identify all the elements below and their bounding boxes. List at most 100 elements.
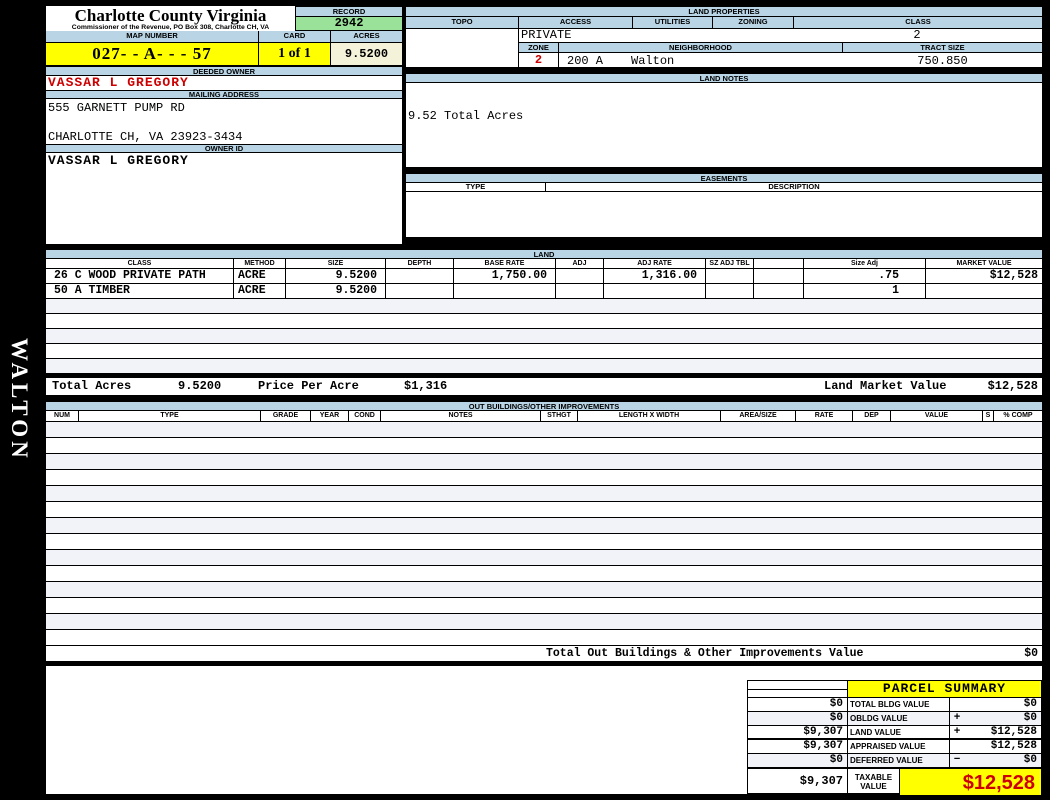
- out-buildings-total-value: $0: [1024, 647, 1038, 660]
- outb-col-sthgt: STHGT: [541, 411, 578, 421]
- parcel-summary-title: PARCEL SUMMARY: [848, 681, 1041, 697]
- zone-neighborhood-values: 2 200 A Walton 750.850: [519, 53, 1042, 68]
- empty-row: [46, 550, 1042, 566]
- empty-row: [46, 582, 1042, 598]
- land-r1-adj: [556, 269, 604, 283]
- access-value: PRIVATE: [521, 28, 572, 42]
- neighborhood-name: Walton: [631, 53, 675, 68]
- county-title: Charlotte County Virginia: [74, 6, 267, 25]
- total-acres-label: Total Acres: [52, 379, 132, 393]
- land-table-title: LAND: [46, 249, 1042, 259]
- easement-type-label: TYPE: [406, 183, 546, 191]
- mailing-address: 555 GARNETT PUMP RD CHARLOTTE CH, VA 239…: [46, 99, 402, 144]
- outb-col-area-size: AREA/SIZE: [721, 411, 796, 421]
- empty-row: [46, 614, 1042, 630]
- outb-col-length-width: LENGTH X WIDTH: [578, 411, 721, 421]
- easements-panel: EASEMENTS TYPE DESCRIPTION: [405, 172, 1043, 238]
- out-buildings-total-row: Total Out Buildings & Other Improvements…: [45, 645, 1043, 662]
- land-value-row: $9,307 LAND VALUE + $12,528: [748, 726, 1041, 740]
- tract-size-label: TRACT SIZE: [920, 43, 965, 52]
- land-col-sz-adj-tbl: SZ ADJ TBL: [706, 259, 754, 268]
- empty-row: [46, 470, 1042, 486]
- land-properties-panel: LAND PROPERTIES TOPO ACCESS UTILITIES ZO…: [405, 5, 1043, 68]
- land-r2-depth: [386, 284, 454, 298]
- obldg-op: +: [953, 712, 961, 724]
- appraised-prior: $9,307: [748, 740, 848, 753]
- land-properties-headers: TOPO ACCESS UTILITIES ZONING CLASS: [406, 17, 1042, 29]
- parcel-summary-header: PARCEL SUMMARY: [748, 681, 1041, 698]
- land-r1-market-value: $12,528: [989, 269, 1038, 282]
- class-value: 2: [913, 28, 921, 42]
- record-box: RECORD 2942: [296, 6, 402, 31]
- card-label: CARD: [259, 31, 331, 42]
- title-record-row: Charlotte County Virginia Commissioner o…: [46, 6, 402, 31]
- outb-col-year: YEAR: [311, 411, 349, 421]
- total-bldg-prior: $0: [748, 698, 848, 711]
- land-column-headers: CLASS METHOD SIZE DEPTH BASE RATE ADJ AD…: [46, 259, 1042, 269]
- owner-and-id-panel: Charlotte County Virginia Commissioner o…: [45, 5, 403, 245]
- bottom-panel: PARCEL SUMMARY $0 TOTAL BLDG VALUE $0 $0…: [45, 665, 1043, 795]
- address-line-1: 555 GARNETT PUMP RD: [48, 101, 185, 115]
- utilities-label: UTILITIES: [633, 17, 713, 28]
- obldg-value-row: $0 OBLDG VALUE + $0: [748, 712, 1041, 726]
- land-r2-sz-adj-tbl: [706, 284, 754, 298]
- empty-row: [46, 486, 1042, 502]
- owner-id-value: VASSAR L GREGORY: [48, 153, 189, 168]
- record-label: RECORD: [296, 6, 402, 17]
- easement-description-label: DESCRIPTION: [768, 182, 820, 191]
- obldg-value: $0: [1023, 712, 1037, 724]
- price-per-acre-label: Price Per Acre: [258, 379, 359, 393]
- land-col-blank: [754, 259, 804, 268]
- outb-col-cond: COND: [349, 411, 381, 421]
- land-r2-market-value: [926, 284, 1042, 298]
- land-notes-text: 9.52 Total Acres: [408, 109, 524, 123]
- out-buildings-title: OUT BUILDINGS/OTHER IMPROVEMENTS: [46, 401, 1042, 411]
- easements-title: EASEMENTS: [406, 173, 1042, 183]
- empty-row: [46, 314, 1042, 329]
- map-number-label: MAP NUMBER: [46, 31, 259, 42]
- total-bldg-op: [950, 698, 964, 711]
- zone-label: ZONE: [519, 43, 559, 52]
- total-acres-value: 9.5200: [178, 379, 222, 393]
- appraised-label: APPRAISED VALUE: [848, 740, 950, 753]
- taxable-label: TAXABLE VALUE: [848, 769, 900, 795]
- land-col-adj: ADJ: [556, 259, 604, 268]
- topo-value: [406, 29, 519, 68]
- land-properties-body: PRIVATE 2 ZONE NEIGHBORHOOD TRACT SIZE 2…: [406, 29, 1042, 68]
- land-value-op: +: [953, 726, 961, 738]
- land-r2-size-adj: 1: [804, 284, 926, 298]
- empty-row: [46, 299, 1042, 314]
- land-r1-depth: [386, 269, 454, 283]
- owner-id-label: OWNER ID: [46, 144, 402, 153]
- land-r2-base-rate: [454, 284, 556, 298]
- land-col-market-value: MARKET VALUE: [956, 260, 1012, 267]
- acres-value: 9.5200: [331, 43, 402, 65]
- neighborhood-vertical-label: WALTON: [7, 338, 32, 462]
- empty-row: [46, 454, 1042, 470]
- zoning-label: ZONING: [713, 17, 794, 28]
- total-bldg-label: TOTAL BLDG VALUE: [848, 698, 950, 711]
- empty-row: [46, 630, 1042, 646]
- out-buildings-empty-rows: [46, 422, 1042, 646]
- county-title-box: Charlotte County Virginia Commissioner o…: [46, 6, 296, 31]
- land-r2-size: 9.5200: [286, 284, 386, 298]
- empty-row: [46, 438, 1042, 454]
- zone-value: 2: [519, 53, 559, 68]
- parcel-summary: PARCEL SUMMARY $0 TOTAL BLDG VALUE $0 $0…: [747, 680, 1042, 795]
- neighborhood-code: 200 A: [567, 53, 604, 68]
- outb-col-value: VALUE: [891, 411, 983, 421]
- total-bldg-value: $0: [1023, 698, 1037, 710]
- land-empty-rows: [46, 299, 1042, 374]
- price-per-acre-value: $1,316: [404, 379, 448, 393]
- out-buildings-total-label: Total Out Buildings & Other Improvements…: [546, 647, 864, 660]
- neighborhood-value: 200 A Walton: [559, 54, 843, 68]
- land-row-1: 26 C WOOD PRIVATE PATH ACRE 9.5200 1,750…: [46, 269, 1042, 284]
- deferred-op: −: [953, 754, 961, 766]
- empty-row: [46, 344, 1042, 359]
- appraised-value-row: $9,307 APPRAISED VALUE $12,528: [748, 740, 1041, 754]
- land-r2-adj: [556, 284, 604, 298]
- deferred-value-row: $0 DEFERRED VALUE − $0: [748, 754, 1041, 768]
- empty-row: [46, 329, 1042, 344]
- map-number-value: 027- - A- - - 57: [46, 43, 259, 65]
